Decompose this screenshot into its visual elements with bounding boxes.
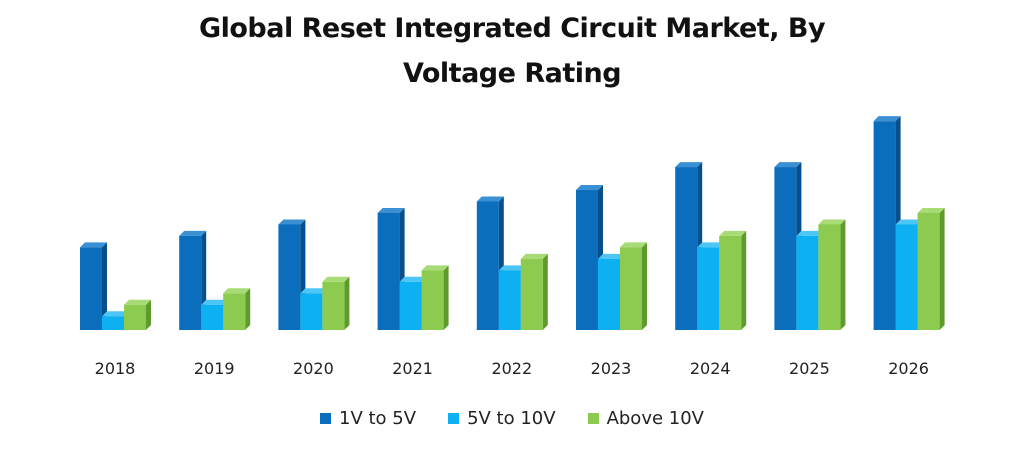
bar-side-above-10v-2018	[146, 299, 151, 330]
bar-top-1v-to-5v-2026	[873, 116, 901, 122]
bar-top-above-10v-2024	[719, 230, 747, 236]
bar-1v-to-5v-2024	[675, 167, 698, 330]
bar-side-above-10v-2026	[939, 207, 945, 330]
bar-top-above-10v-2018	[124, 299, 151, 305]
bar-5v-to-10v-2019	[201, 304, 224, 330]
x-tick-label-2025: 2025	[789, 359, 830, 378]
bar-1v-to-5v-2023	[576, 190, 598, 330]
bar-top-1v-to-5v-2019	[179, 230, 207, 236]
legend-item-above-10v: Above 10V	[587, 408, 704, 429]
legend-label-5v-to-10v: 5V to 10V	[467, 408, 556, 429]
bar-5v-to-10v-2024	[697, 247, 720, 330]
bar-above-10v-2024	[719, 235, 742, 330]
legend-swatch-5v-to-10v	[448, 413, 460, 424]
bar-above-10v-2020	[322, 281, 345, 330]
x-tick-label-2020: 2020	[293, 359, 334, 378]
bar-5v-to-10v-2025	[796, 235, 819, 330]
bar-top-above-10v-2020	[322, 276, 350, 282]
bar-side-above-10v-2023	[642, 242, 647, 330]
bar-5v-to-10v-2018	[102, 316, 124, 330]
bar-top-5v-to-10v-2025	[796, 230, 824, 236]
bar-side-above-10v-2025	[840, 219, 846, 330]
legend-label-above-10v: Above 10V	[606, 408, 704, 429]
bar-chart: 2018 2019 2020 2021 2022 2023 2024 2025 2026	[80, 116, 945, 378]
bar-5v-to-10v-2021	[399, 281, 422, 330]
bar-top-above-10v-2025	[818, 219, 846, 225]
bar-1v-to-5v-2020	[278, 224, 301, 330]
bar-above-10v-2019	[223, 293, 246, 330]
bar-top-1v-to-5v-2020	[278, 219, 306, 225]
bar-top-above-10v-2026	[917, 207, 945, 213]
x-tick-label-2022: 2022	[491, 359, 532, 378]
bar-above-10v-2018	[124, 304, 146, 330]
bar-top-5v-to-10v-2024	[697, 242, 725, 248]
bar-above-10v-2023	[620, 247, 642, 330]
bar-top-5v-to-10v-2022	[498, 265, 526, 271]
chart-title-line1: Global Reset Integrated Circuit Market, …	[198, 13, 826, 44]
chart-title-line2: Voltage Rating	[402, 58, 622, 89]
bar-1v-to-5v-2026	[873, 121, 896, 330]
x-tick-label-2018: 2018	[95, 359, 136, 378]
bar-top-5v-to-10v-2023	[598, 253, 625, 259]
x-tick-label-2026: 2026	[888, 359, 929, 378]
bar-top-1v-to-5v-2025	[774, 162, 802, 168]
bar-5v-to-10v-2026	[895, 224, 918, 330]
bar-side-1v-to-5v-2018	[102, 242, 107, 330]
bar-top-1v-to-5v-2018	[80, 242, 107, 248]
bar-side-above-10v-2020	[344, 276, 350, 330]
bar-above-10v-2022	[520, 258, 543, 330]
bar-1v-to-5v-2019	[179, 235, 202, 330]
bar-side-above-10v-2022	[542, 253, 548, 330]
bar-top-1v-to-5v-2021	[377, 207, 405, 213]
bar-1v-to-5v-2025	[774, 167, 797, 330]
bar-top-above-10v-2021	[421, 265, 449, 271]
legend: 1V to 5V 5V to 10V Above 10V	[0, 408, 1024, 429]
bar-top-5v-to-10v-2026	[895, 219, 923, 225]
bar-1v-to-5v-2022	[476, 201, 499, 330]
bar-side-above-10v-2021	[443, 265, 449, 330]
bar-side-above-10v-2024	[741, 230, 747, 330]
bar-above-10v-2026	[917, 212, 940, 330]
bar-1v-to-5v-2018	[80, 247, 102, 330]
bar-5v-to-10v-2022	[498, 270, 521, 330]
bar-top-5v-to-10v-2021	[399, 276, 427, 282]
bar-above-10v-2021	[421, 270, 444, 330]
legend-swatch-1v-to-5v	[320, 413, 332, 424]
bar-top-1v-to-5v-2024	[675, 162, 703, 168]
bar-top-above-10v-2023	[620, 242, 647, 248]
legend-item-5v-to-10v: 5V to 10V	[448, 408, 556, 429]
bar-top-5v-to-10v-2018	[102, 311, 129, 317]
bar-top-5v-to-10v-2020	[300, 288, 328, 294]
bar-side-above-10v-2019	[245, 288, 251, 330]
bar-5v-to-10v-2023	[598, 258, 620, 330]
legend-item-1v-to-5v: 1V to 5V	[320, 408, 416, 429]
bar-top-above-10v-2019	[223, 288, 251, 294]
bar-top-above-10v-2022	[520, 253, 548, 259]
bar-5v-to-10v-2020	[300, 293, 323, 330]
x-tick-label-2023: 2023	[591, 359, 632, 378]
bar-top-1v-to-5v-2023	[576, 185, 603, 191]
bar-top-5v-to-10v-2019	[201, 299, 229, 305]
legend-swatch-above-10v	[587, 413, 599, 424]
x-tick-label-2021: 2021	[392, 359, 433, 378]
bar-top-1v-to-5v-2022	[476, 196, 504, 202]
x-tick-label-2019: 2019	[194, 359, 235, 378]
chart-title: Global Reset Integrated Circuit Market, …	[112, 6, 912, 96]
bar-1v-to-5v-2021	[377, 212, 400, 330]
legend-label-1v-to-5v: 1V to 5V	[339, 408, 417, 429]
bar-above-10v-2025	[818, 224, 841, 330]
x-tick-label-2024: 2024	[690, 359, 731, 378]
